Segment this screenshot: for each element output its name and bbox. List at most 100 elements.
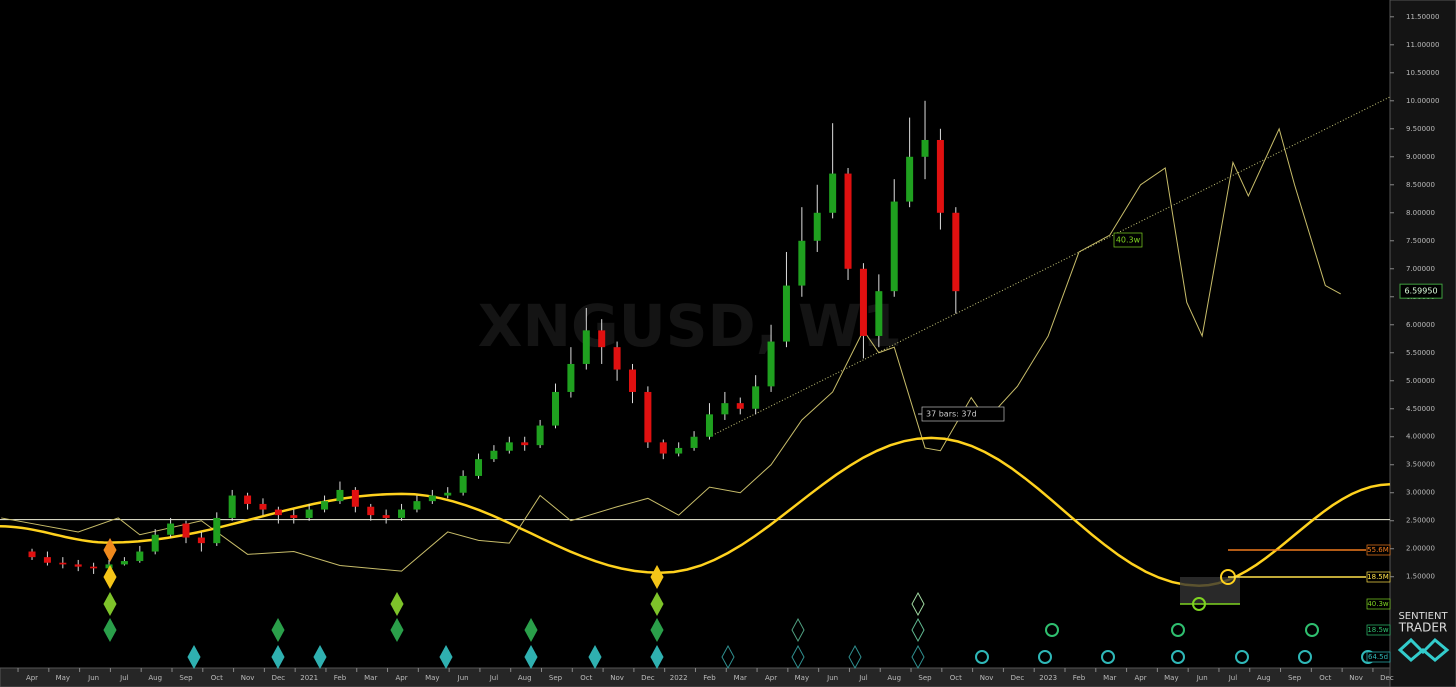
brand-logo	[1397, 637, 1450, 662]
candle-body	[613, 347, 621, 370]
x-tick-label: 2023	[1039, 674, 1057, 682]
candle-body	[536, 425, 544, 446]
candle-body	[659, 442, 667, 454]
candle-body	[228, 495, 236, 518]
candle-body	[28, 551, 36, 558]
candle-body	[921, 139, 929, 157]
x-tick-label: 2021	[300, 674, 318, 682]
indicator	[848, 644, 862, 670]
x-tick-label: Mar	[1103, 674, 1116, 682]
projection-box	[1180, 577, 1240, 604]
candle-body	[752, 386, 760, 409]
x-tick-label: 2022	[670, 674, 688, 682]
indicator	[911, 591, 925, 617]
y-tick-label: 5.00000	[1406, 377, 1435, 385]
indicator	[1101, 650, 1115, 664]
indicator	[650, 617, 664, 643]
candle-body	[490, 450, 498, 460]
candle-body	[120, 561, 128, 565]
indicator	[1171, 650, 1185, 664]
x-tick-label: Aug	[518, 674, 532, 682]
indicator	[650, 591, 664, 617]
candle-body	[844, 173, 852, 269]
cycle-annotation: 40.3w	[1116, 236, 1141, 245]
brand-line: TRADER	[1398, 621, 1448, 635]
candle-body	[628, 369, 636, 392]
candle-body	[767, 341, 775, 387]
candle-body	[321, 501, 329, 510]
candle-body	[829, 173, 837, 213]
cycle-label: 40.3w	[1367, 600, 1389, 608]
x-tick-label: Jun	[1196, 674, 1208, 682]
x-tick-label: Sep	[918, 674, 932, 682]
candle-body	[906, 156, 914, 202]
candle-body	[182, 523, 190, 538]
candle-body	[475, 459, 483, 476]
candle-body	[351, 489, 359, 507]
indicator	[1298, 650, 1312, 664]
y-tick-label: 7.50000	[1406, 237, 1435, 245]
x-tick-label: Apr	[765, 674, 777, 682]
candle-body	[167, 523, 175, 535]
candle-body	[213, 517, 221, 544]
label-box	[1366, 598, 1391, 610]
indicator	[103, 617, 117, 643]
x-tick-label: Dec	[641, 674, 655, 682]
label-box	[1113, 232, 1143, 248]
label-box	[1366, 624, 1391, 636]
candle-body	[413, 501, 421, 510]
indicator	[103, 564, 117, 590]
y-tick-label: 3.00000	[1406, 489, 1435, 497]
candle-body	[552, 391, 560, 426]
x-tick-label: Oct	[1319, 674, 1331, 682]
candle-body	[721, 403, 729, 415]
candle-body	[244, 495, 252, 504]
y-tick-label: 4.00000	[1406, 433, 1435, 441]
indicator	[439, 644, 453, 670]
candle-body	[890, 201, 898, 292]
indicator	[187, 644, 201, 670]
indicator	[650, 564, 664, 590]
x-tick-label: May	[56, 674, 70, 682]
indicator	[1171, 623, 1185, 637]
label-box	[1366, 651, 1391, 663]
x-tick-label: Feb	[1073, 674, 1086, 682]
indicator	[1038, 650, 1052, 664]
candle-body	[690, 436, 698, 448]
candle-body	[952, 212, 960, 292]
candle-body	[736, 403, 744, 409]
candle-body	[582, 330, 590, 364]
x-tick-label: May	[795, 674, 809, 682]
indicator	[524, 644, 538, 670]
x-tick-label: Oct	[950, 674, 962, 682]
y-tick-label: 2.50000	[1406, 517, 1435, 525]
x-tick-label: May	[1164, 674, 1178, 682]
y-tick-label: 9.50000	[1406, 125, 1435, 133]
indicator	[390, 617, 404, 643]
x-tick-label: Nov	[980, 674, 994, 682]
x-tick-label: Jul	[119, 674, 129, 682]
candle-body	[705, 414, 713, 437]
indicator	[650, 644, 664, 670]
indicator	[911, 617, 925, 643]
indicator	[271, 617, 285, 643]
candle-body	[398, 509, 406, 518]
x-tick-label: Dec	[272, 674, 286, 682]
candle-body	[290, 515, 298, 518]
candle-body	[459, 475, 467, 493]
candle-body	[259, 503, 267, 510]
y-tick-label: 8.50000	[1406, 181, 1435, 189]
x-tick-label: Jul	[858, 674, 868, 682]
candle-body	[444, 492, 452, 496]
x-tick-label: Apr	[26, 674, 38, 682]
candle-body	[105, 564, 113, 569]
candle-body	[782, 285, 790, 342]
indicator	[911, 644, 925, 670]
indicator	[975, 650, 989, 664]
candle-body	[151, 534, 159, 552]
indicator	[313, 644, 327, 670]
indicator	[1235, 650, 1249, 664]
candle-body	[382, 515, 390, 518]
indicator	[103, 591, 117, 617]
